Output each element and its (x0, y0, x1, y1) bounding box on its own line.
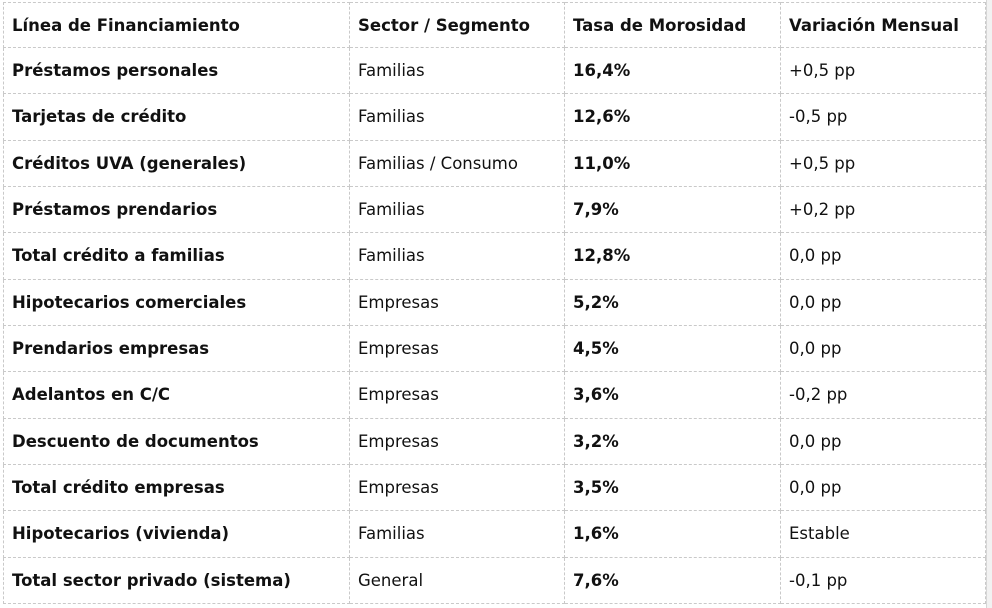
header-tasa: Tasa de Morosidad (564, 2, 781, 48)
table-header-row: Línea de Financiamiento Sector / Segment… (3, 2, 986, 48)
cell-variacion: 0,0 pp (780, 324, 986, 373)
cell-sector: General (349, 556, 565, 605)
cell-tasa: 3,5% (564, 463, 781, 512)
cell-sector: Empresas (349, 324, 565, 373)
cell-sector: Empresas (349, 417, 565, 465)
cell-sector: Empresas (349, 278, 565, 326)
cell-sector: Empresas (349, 463, 565, 512)
cell-linea: Créditos UVA (generales) (3, 139, 350, 187)
cell-linea: Prendarios empresas (3, 324, 350, 373)
window-edge (986, 0, 992, 608)
table-row: Hipotecarios (vivienda) Familias 1,6% Estab… (3, 510, 986, 558)
cell-sector: Familias (349, 185, 565, 234)
cell-variacion: -0,5 pp (780, 93, 986, 141)
header-linea: Línea de Financiamiento (3, 2, 350, 48)
cell-sector: Familias / Consumo (349, 139, 565, 187)
cell-tasa: 16,4% (564, 46, 781, 95)
cell-variacion: +0,2 pp (780, 185, 986, 234)
table-row: Total crédito a familias Familias 12,8% 0,0… (3, 232, 986, 280)
table-row: Créditos UVA (generales) Familias / Consu… (3, 139, 986, 187)
cell-linea: Tarjetas de crédito (3, 93, 350, 141)
cell-linea: Préstamos prendarios (3, 185, 350, 234)
cell-linea: Total crédito empresas (3, 463, 350, 512)
cell-variacion: -0,1 pp (780, 556, 986, 605)
cell-variacion: 0,0 pp (780, 232, 986, 280)
cell-tasa: 7,9% (564, 185, 781, 234)
cell-tasa: 11,0% (564, 139, 781, 187)
cell-variacion: Estable (780, 510, 986, 558)
table-row: Prendarios empresas Empresas 4,5% 0,0 pp (3, 324, 986, 373)
cell-variacion: 0,0 pp (780, 278, 986, 326)
table-body: Préstamos personales Familias 16,4% +0,5 pp… (3, 46, 986, 605)
cell-linea: Préstamos personales (3, 46, 350, 95)
morosidad-table: Línea de Financiamiento Sector / Segment… (3, 2, 986, 605)
cell-linea: Descuento de documentos (3, 417, 350, 465)
cell-variacion: +0,5 pp (780, 139, 986, 187)
header-variacion: Variación Mensual (780, 2, 986, 48)
table-row: Tarjetas de crédito Familias 12,6% -0,5 pp (3, 93, 986, 141)
table-row: Hipotecarios comerciales Empresas 5,2% 0,0 … (3, 278, 986, 326)
cell-sector: Empresas (349, 371, 565, 419)
cell-tasa: 3,2% (564, 417, 781, 465)
table-row: Total sector privado (sistema) General 7,6… (3, 556, 986, 605)
table-row: Descuento de documentos Empresas 3,2% 0,0 p… (3, 417, 986, 465)
cell-sector: Familias (349, 232, 565, 280)
cell-variacion: -0,2 pp (780, 371, 986, 419)
cell-tasa: 4,5% (564, 324, 781, 373)
cell-variacion: 0,0 pp (780, 417, 986, 465)
cell-tasa: 3,6% (564, 371, 781, 419)
cell-linea: Total sector privado (sistema) (3, 556, 350, 605)
table-row: Préstamos personales Familias 16,4% +0,5 pp (3, 46, 986, 95)
cell-linea: Hipotecarios comerciales (3, 278, 350, 326)
cell-tasa: 5,2% (564, 278, 781, 326)
cell-sector: Familias (349, 510, 565, 558)
table-row: Préstamos prendarios Familias 7,9% +0,2 pp (3, 185, 986, 234)
cell-variacion: +0,5 pp (780, 46, 986, 95)
cell-tasa: 12,6% (564, 93, 781, 141)
cell-tasa: 1,6% (564, 510, 781, 558)
cell-linea: Hipotecarios (vivienda) (3, 510, 350, 558)
cell-variacion: 0,0 pp (780, 463, 986, 512)
cell-sector: Familias (349, 46, 565, 95)
table-row: Total crédito empresas Empresas 3,5% 0,0 pp (3, 463, 986, 512)
morosidad-table-container: Línea de Financiamiento Sector / Segment… (3, 2, 986, 605)
header-sector: Sector / Segmento (349, 2, 565, 48)
cell-linea: Adelantos en C/C (3, 371, 350, 419)
table-row: Adelantos en C/C Empresas 3,6% -0,2 pp (3, 371, 986, 419)
cell-sector: Familias (349, 93, 565, 141)
cell-linea: Total crédito a familias (3, 232, 350, 280)
cell-tasa: 7,6% (564, 556, 781, 605)
cell-tasa: 12,8% (564, 232, 781, 280)
